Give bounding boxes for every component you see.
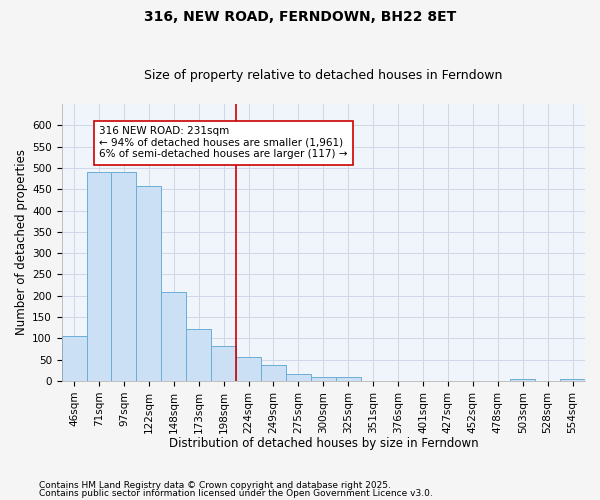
Bar bbox=[161, 292, 186, 381]
Bar bbox=[286, 374, 311, 381]
Bar bbox=[336, 376, 361, 381]
Bar bbox=[211, 346, 236, 381]
Y-axis label: Number of detached properties: Number of detached properties bbox=[15, 150, 28, 336]
Text: Contains public sector information licensed under the Open Government Licence v3: Contains public sector information licen… bbox=[39, 488, 433, 498]
Text: Contains HM Land Registry data © Crown copyright and database right 2025.: Contains HM Land Registry data © Crown c… bbox=[39, 481, 391, 490]
Bar bbox=[560, 379, 585, 381]
Text: 316, NEW ROAD, FERNDOWN, BH22 8ET: 316, NEW ROAD, FERNDOWN, BH22 8ET bbox=[144, 10, 456, 24]
Bar bbox=[186, 328, 211, 381]
Bar bbox=[62, 336, 86, 381]
Bar bbox=[112, 172, 136, 381]
Bar bbox=[311, 376, 336, 381]
Bar bbox=[261, 365, 286, 381]
X-axis label: Distribution of detached houses by size in Ferndown: Distribution of detached houses by size … bbox=[169, 437, 478, 450]
Bar bbox=[236, 356, 261, 381]
Text: 316 NEW ROAD: 231sqm
← 94% of detached houses are smaller (1,961)
6% of semi-det: 316 NEW ROAD: 231sqm ← 94% of detached h… bbox=[99, 126, 347, 160]
Bar bbox=[86, 172, 112, 381]
Bar bbox=[510, 379, 535, 381]
Bar bbox=[136, 186, 161, 381]
Title: Size of property relative to detached houses in Ferndown: Size of property relative to detached ho… bbox=[144, 69, 503, 82]
